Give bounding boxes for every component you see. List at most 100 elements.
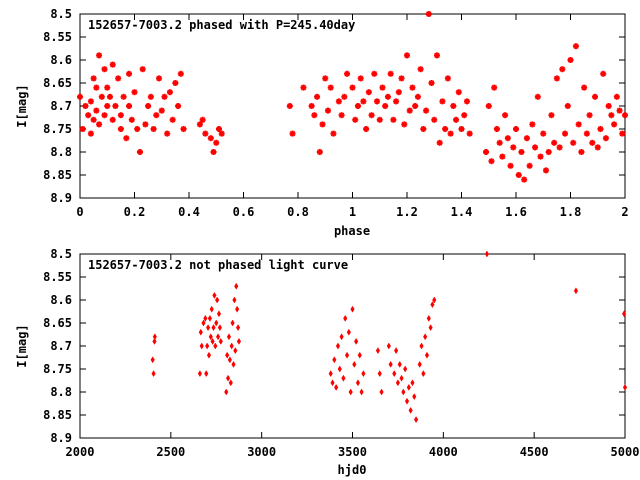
data-point-phased [423, 107, 430, 114]
data-point-phased [341, 93, 348, 100]
data-point-unphased [421, 370, 426, 378]
data-point-unphased [357, 351, 362, 359]
data-point-phased [210, 149, 217, 155]
data-point-phased [360, 98, 367, 105]
y-tick-label-unphased: 8.65 [43, 316, 72, 330]
data-point-phased [354, 103, 361, 109]
y-tick-label-phased: 8.7 [50, 99, 72, 113]
data-point-phased [551, 139, 558, 146]
data-point-phased [507, 162, 514, 169]
data-point-phased [556, 144, 563, 151]
data-point-phased [600, 70, 607, 77]
data-point-phased [447, 130, 454, 137]
data-point-phased [594, 144, 601, 151]
data-point-unphased [197, 370, 202, 378]
data-point-phased [532, 144, 539, 151]
data-point-phased [101, 66, 108, 73]
data-point-unphased [413, 416, 419, 424]
data-point-unphased [233, 347, 238, 355]
data-point-phased [117, 112, 124, 119]
data-point-unphased [352, 360, 357, 368]
data-point-phased [363, 126, 370, 132]
data-point-phased [619, 130, 626, 137]
data-point-phased [213, 139, 220, 146]
data-point-phased [145, 103, 152, 109]
x-axis-label-phased: phase [334, 224, 370, 238]
data-point-phased [605, 103, 612, 109]
data-point-phased [156, 75, 163, 82]
data-point-phased [521, 176, 528, 183]
data-point-phased [583, 130, 590, 137]
data-point-phased [570, 139, 577, 146]
data-point-unphased [203, 314, 208, 322]
data-point-unphased [394, 347, 399, 355]
data-point-phased [485, 103, 492, 109]
data-point-phased [444, 75, 451, 82]
data-point-phased [109, 116, 116, 123]
x-tick-label-unphased: 2000 [66, 445, 95, 459]
data-point-phased [126, 103, 133, 109]
data-point-phased [491, 84, 498, 91]
data-point-phased [308, 103, 315, 109]
data-point-phased [139, 66, 146, 73]
y-tick-label-unphased: 8.6 [50, 293, 72, 307]
data-point-phased [104, 103, 111, 109]
data-point-unphased [207, 314, 212, 322]
data-point-phased [488, 158, 495, 165]
data-point-unphased [210, 337, 215, 345]
data-point-phased [338, 112, 345, 119]
data-point-phased [131, 89, 138, 96]
chart-title-phased: 152657-7003.2 phased with P=245.40day [88, 18, 355, 32]
data-point-unphased [344, 351, 350, 359]
y-tick-label-unphased: 8.8 [50, 385, 72, 399]
data-point-phased [414, 93, 421, 100]
data-point-phased [120, 93, 127, 100]
data-point-phased [180, 126, 187, 132]
data-point-phased [90, 75, 97, 82]
data-point-unphased [227, 356, 232, 364]
data-point-phased [90, 116, 97, 123]
data-point-unphased [410, 379, 415, 387]
data-point-unphased [423, 333, 428, 341]
data-point-phased [455, 89, 462, 96]
data-point-phased [87, 130, 94, 137]
data-point-phased [166, 89, 173, 96]
data-point-phased [324, 107, 331, 114]
data-point-unphased [424, 351, 430, 359]
x-axis-label-unphased: hjd0 [338, 463, 367, 477]
data-point-unphased [426, 314, 431, 322]
data-point-unphased [395, 379, 401, 387]
data-point-phased [365, 89, 372, 96]
data-points-unphased [150, 250, 628, 424]
data-point-unphased [232, 296, 237, 304]
y-axis-label-unphased: I[mag] [15, 324, 29, 367]
data-point-phased [548, 112, 555, 119]
data-point-phased [300, 84, 307, 91]
data-point-unphased [199, 342, 204, 350]
data-point-unphased [388, 360, 393, 368]
data-point-phased [98, 93, 105, 100]
data-point-unphased [334, 383, 339, 391]
data-point-unphased [377, 370, 382, 378]
x-tick-label-phased: 0.8 [287, 205, 309, 219]
data-point-phased [398, 75, 405, 82]
data-point-phased [314, 93, 321, 100]
data-point-phased [613, 93, 620, 100]
data-point-phased [93, 107, 100, 114]
y-tick-label-unphased: 8.55 [43, 270, 72, 284]
x-tick-label-phased: 2 [621, 205, 628, 219]
x-tick-label-unphased: 4500 [520, 445, 549, 459]
data-point-phased [436, 139, 443, 146]
data-point-unphased [231, 360, 236, 368]
data-point-phased [433, 52, 440, 59]
data-point-phased [499, 153, 506, 160]
axis-ticks-phased: 0 0.2 0.4 0.6 0.8 1 1.2 1.4 1.6 1.8 2 8.5 8.55 8.6 8.6… [43, 7, 629, 219]
x-tick-label-phased: 1.6 [505, 205, 527, 219]
data-point-unphased [403, 365, 408, 373]
data-point-unphased [343, 314, 348, 322]
data-point-unphased [205, 324, 211, 332]
axis-ticks-unphased: 2000 2500 3000 3500 4000 4500 5000 8.5 8.55 8.6 8.… [43, 247, 639, 459]
data-point-unphased [573, 287, 579, 295]
data-point-phased [404, 52, 410, 59]
